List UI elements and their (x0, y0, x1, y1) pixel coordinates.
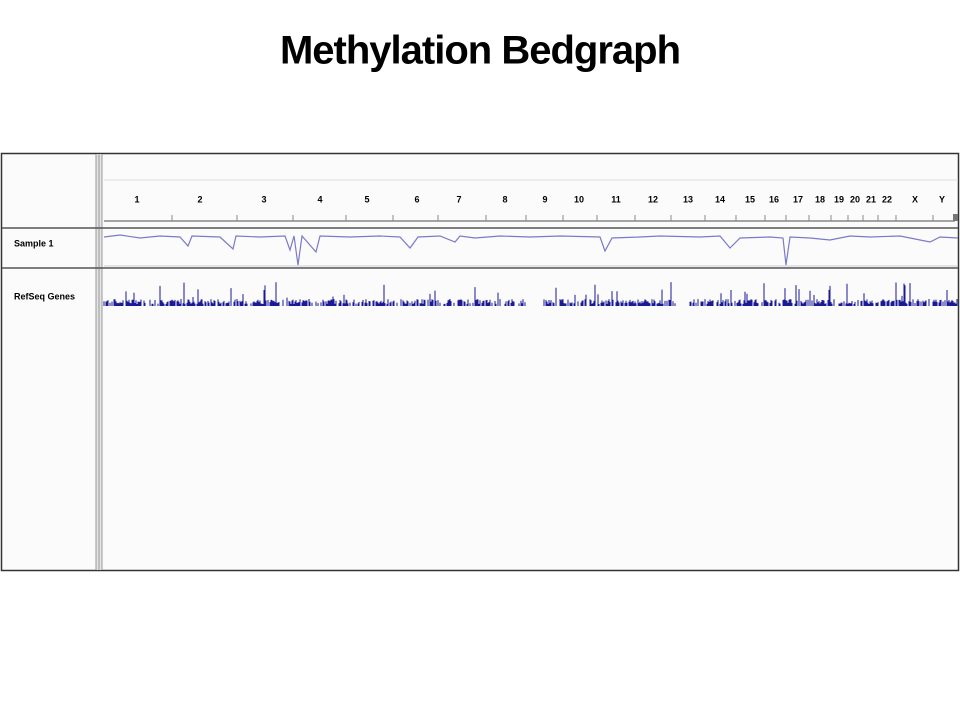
chromosome-label: 14 (715, 194, 725, 204)
chromosome-label: 22 (882, 194, 892, 204)
methylation-line (103, 234, 959, 266)
chromosome-label: 11 (611, 194, 621, 204)
chromosome-label: 17 (793, 194, 803, 204)
chromosome-label: 5 (364, 194, 369, 204)
gene-density (103, 282, 958, 306)
chromosome-label: 20 (850, 194, 860, 204)
chromosome-label: 13 (683, 194, 693, 204)
slide-title: Methylation Bedgraph (280, 29, 680, 73)
chromosome-label: 7 (456, 194, 461, 204)
chromosome-label: 1 (134, 194, 139, 204)
igv-panel: Sample 1 RefSeq Genes (0, 152, 960, 572)
chromosome-label: 6 (414, 194, 419, 204)
chromosome-label: X (912, 194, 918, 204)
chromosome-label: 12 (648, 194, 658, 204)
chromosome-label: 15 (745, 194, 755, 204)
chromosome-label: 16 (769, 194, 779, 204)
panel-frame (0, 152, 960, 572)
chromosome-label: 4 (317, 194, 322, 204)
chromosome-label: 9 (542, 194, 547, 204)
chromosome-label: 19 (834, 194, 844, 204)
chromosome-label: 21 (866, 194, 876, 204)
chromosome-label: 2 (197, 194, 202, 204)
ruler-end (953, 214, 958, 221)
chromosome-label: Y (939, 194, 945, 204)
track-name: Sample 1 (14, 238, 54, 248)
chromosome-label: 10 (574, 194, 584, 204)
track-name: RefSeq Genes (14, 291, 75, 301)
chromosome-label: 8 (502, 194, 507, 204)
chromosome-label: 3 (261, 194, 266, 204)
chromosome-label: 18 (815, 194, 825, 204)
